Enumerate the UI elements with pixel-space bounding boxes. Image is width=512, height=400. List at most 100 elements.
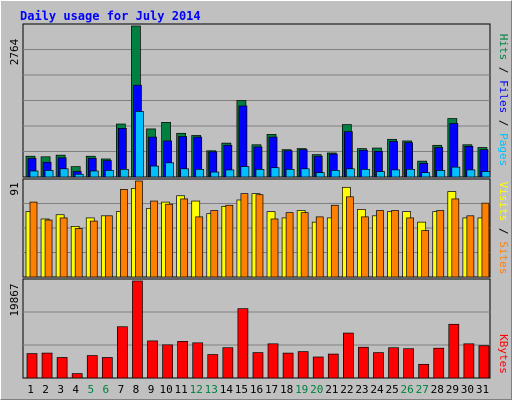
sites-bar — [135, 180, 143, 278]
sites-bar — [391, 210, 399, 278]
legend-item-sites: Sites — [497, 241, 510, 274]
visits-max-label: 91 — [8, 182, 21, 195]
legend-item-kbytes: KBytes — [497, 334, 510, 374]
x-tick-label: 13 — [205, 383, 218, 396]
legend-separator: / — [497, 60, 510, 80]
kbytes-bar — [162, 344, 173, 379]
sites-bar — [150, 200, 158, 278]
x-tick-label: 23 — [355, 383, 368, 396]
pages-bar — [391, 169, 400, 178]
kbytes-bar — [192, 342, 204, 379]
legend-item-files: Files — [497, 80, 510, 113]
x-tick-label: 25 — [385, 383, 398, 396]
x-tick-label: 24 — [370, 383, 384, 396]
kbytes-bar — [282, 352, 294, 379]
x-tick-label: 2 — [42, 383, 49, 396]
sites-bar — [330, 204, 339, 278]
hits-legend: Hits / Files / Pages — [497, 34, 510, 167]
pages-bar — [59, 168, 69, 178]
sites-bar — [421, 230, 430, 278]
pages-bar — [120, 169, 129, 178]
x-tick-label: 17 — [265, 383, 278, 396]
x-tick-label: 1 — [27, 383, 34, 396]
x-tick-label: 30 — [461, 383, 474, 396]
kbytes-bar — [327, 353, 339, 379]
kbytes-bar — [177, 341, 188, 379]
pages-bar — [406, 169, 415, 178]
pages-bar — [210, 171, 220, 178]
pages-bar — [270, 167, 280, 178]
kbytes-bar — [117, 326, 128, 379]
sites-bar — [225, 204, 234, 278]
x-tick-label: 31 — [476, 383, 489, 396]
kbytes-bar — [132, 280, 143, 379]
legend-separator: / — [497, 113, 510, 133]
pages-bar — [44, 170, 54, 178]
kbytes-bar — [86, 355, 98, 379]
sites-bar — [240, 193, 249, 278]
kbytes-bar — [463, 343, 475, 379]
pages-bar — [240, 166, 250, 178]
x-tick-label: 28 — [431, 383, 444, 396]
sites-bar — [285, 212, 294, 278]
kbytes-bar — [252, 352, 264, 379]
sites-bar — [44, 219, 53, 278]
sites-bar — [376, 210, 384, 278]
x-tick-label: 12 — [190, 383, 203, 396]
kbytes-bar — [101, 357, 113, 379]
kbytes-bar — [71, 373, 83, 379]
hits-max-label: 2764 — [8, 38, 21, 65]
sites-bar — [59, 217, 68, 278]
legend-item-visits: Visits — [497, 182, 510, 222]
x-tick-label: 20 — [310, 383, 323, 396]
sites-bar — [315, 216, 324, 278]
pages-bar — [300, 168, 310, 178]
sites-bar — [451, 198, 460, 278]
sites-bar — [270, 218, 279, 278]
sites-bar — [180, 198, 188, 278]
sites-bar — [406, 217, 414, 278]
pages-bar — [135, 111, 144, 178]
kbytes-max-label: 19867 — [8, 283, 21, 316]
x-tick-label: 11 — [175, 383, 188, 396]
x-tick-label: 5 — [87, 383, 94, 396]
x-tick-label: 22 — [340, 383, 353, 396]
pages-bar — [104, 170, 114, 178]
x-tick-label: 16 — [250, 383, 263, 396]
pages-bar — [315, 172, 325, 178]
sites-bar — [346, 196, 354, 278]
sites-bar — [74, 228, 83, 278]
pages-bar — [466, 169, 476, 178]
sites-bar — [210, 210, 219, 278]
sites-bar — [195, 216, 204, 278]
pages-bar — [285, 169, 295, 178]
visits-legend: Visits / Sites — [497, 182, 510, 275]
kbytes-bar — [373, 352, 384, 379]
x-tick-label: 4 — [72, 383, 79, 396]
kbytes-bar — [267, 343, 279, 379]
x-tick-label: 10 — [159, 383, 172, 396]
pages-bar — [74, 173, 84, 178]
kbytes-bar — [343, 332, 354, 379]
pages-bar — [436, 170, 446, 178]
x-tick-label: 18 — [280, 383, 293, 396]
kbytes-bar — [56, 357, 68, 379]
pages-bar — [29, 170, 39, 178]
pages-bar — [361, 169, 370, 178]
kbytes-bar — [403, 348, 414, 379]
pages-bar — [330, 170, 340, 178]
kbytes-bar — [388, 347, 399, 379]
sites-bar — [165, 203, 173, 278]
kbytes-bar — [433, 347, 445, 379]
x-tick-label: 9 — [148, 383, 155, 396]
pages-bar — [150, 165, 159, 178]
kbytes-bar — [418, 363, 430, 379]
kbytes-bar — [41, 352, 53, 379]
x-tick-label: 15 — [235, 383, 248, 396]
sites-bar — [436, 210, 445, 278]
pages-bar — [421, 172, 431, 178]
pages-bar — [255, 169, 265, 178]
chart-title: Daily usage for July 2014 — [20, 9, 201, 23]
x-tick-label: 27 — [416, 383, 429, 396]
